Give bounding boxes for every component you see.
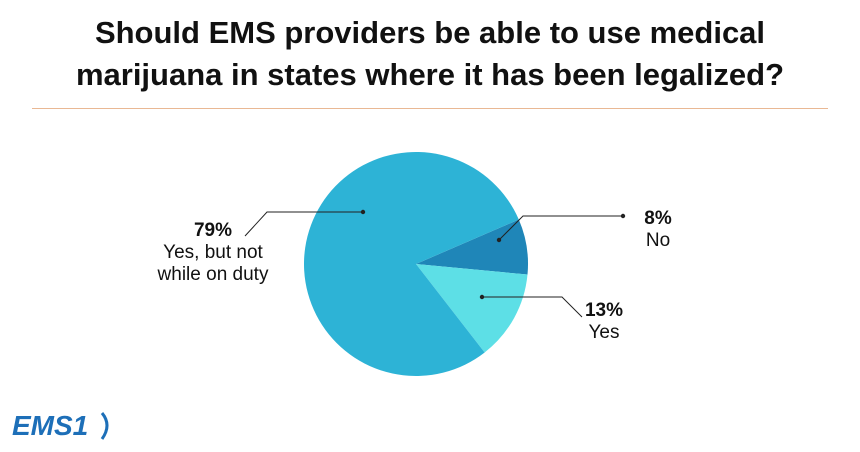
leader-line-yes-not-on-duty bbox=[244, 211, 363, 237]
title-divider bbox=[32, 108, 828, 109]
slice-label-no: 8% No bbox=[628, 208, 688, 252]
ems1-logo: EMS1 bbox=[12, 405, 122, 450]
leader-line-no-start-dot bbox=[496, 237, 502, 243]
ems1-logo-mark: EMS1 bbox=[12, 410, 109, 441]
pie-slices bbox=[304, 152, 528, 377]
slice-category-yes: Yes bbox=[588, 322, 620, 343]
leader-line-yes-start-dot bbox=[479, 294, 485, 300]
leader-line-yes-not-on-duty-start-dot bbox=[360, 209, 366, 215]
leader-line-no-end-dot bbox=[620, 213, 626, 219]
slice-value-no: 8% bbox=[644, 208, 672, 229]
slice-value-yes-not-on-duty: 79% bbox=[193, 220, 233, 241]
slice-label-yes-not-on-duty: 79% Yes, but not while on duty bbox=[128, 220, 298, 286]
pie-slice-yes bbox=[416, 264, 528, 353]
chart-title: Should EMS providers be able to use medi… bbox=[0, 12, 860, 96]
leader-line-yes bbox=[482, 296, 583, 318]
slice-value-yes: 13% bbox=[584, 300, 624, 321]
slice-category-no: No bbox=[645, 230, 671, 251]
leader-lines bbox=[244, 209, 626, 318]
slice-label-yes: 13% Yes bbox=[565, 300, 643, 344]
leader-line-no bbox=[498, 215, 623, 241]
pie-slice-no bbox=[416, 219, 528, 275]
slice-category-yes-not-on-duty-line-1: Yes, but not bbox=[163, 242, 263, 263]
pie-slice-yes-not-on-duty bbox=[304, 152, 519, 377]
chart-title-line-2: marijuana in states where it has been le… bbox=[75, 57, 785, 92]
svg-text:EMS1: EMS1 bbox=[12, 410, 88, 441]
chart-title-line-1: Should EMS providers be able to use medi… bbox=[94, 15, 766, 50]
slice-category-yes-not-on-duty-line-2: while on duty bbox=[157, 264, 269, 285]
